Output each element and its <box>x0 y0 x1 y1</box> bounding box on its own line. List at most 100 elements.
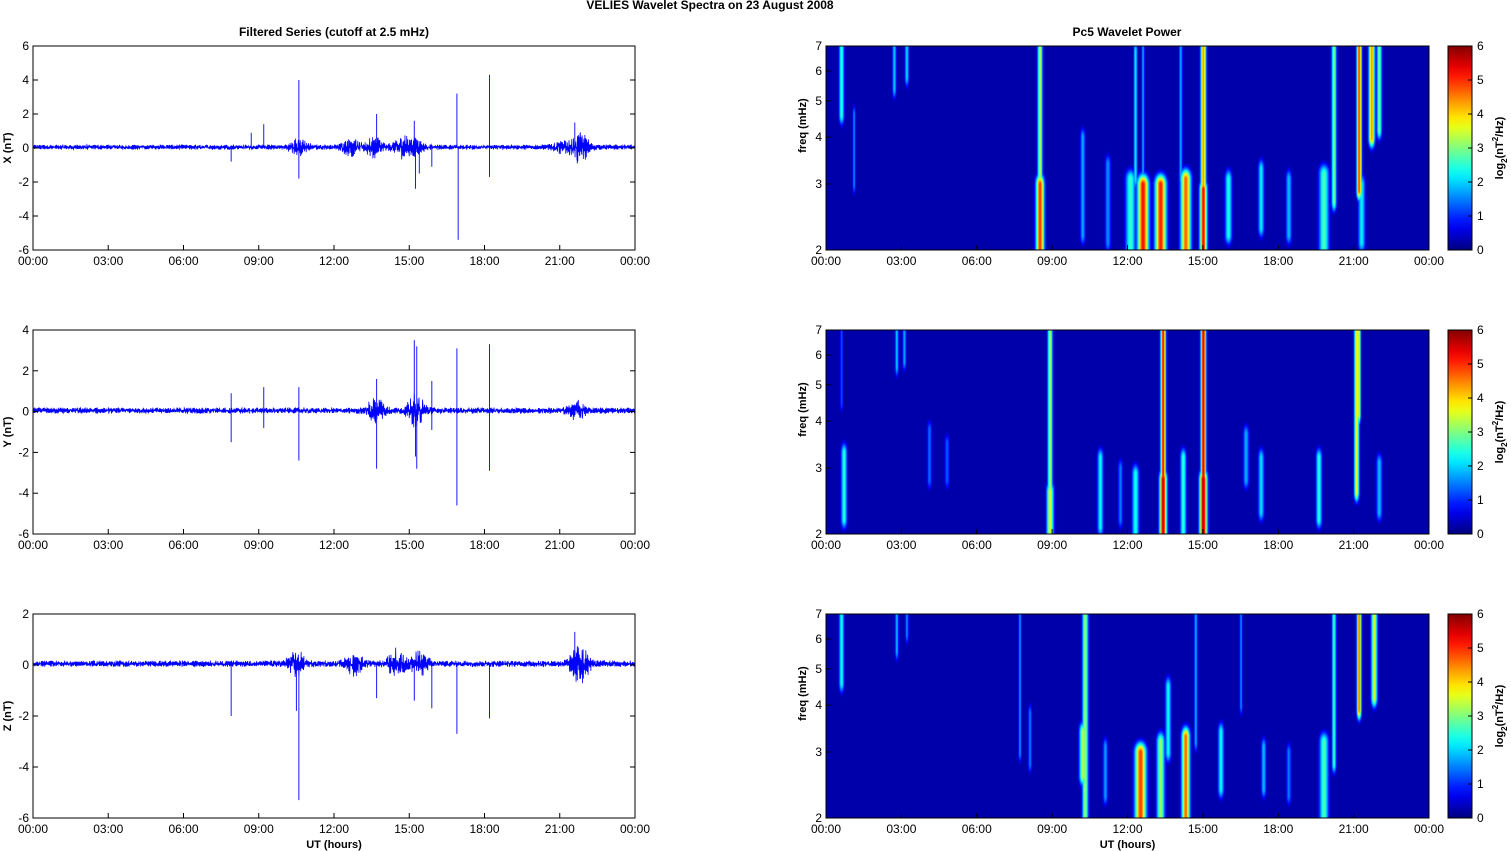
ytick-label: 3 <box>815 745 822 759</box>
wavelet-xtick-label: 18:00 <box>1263 538 1293 552</box>
series-xtick-label: 03:00 <box>93 538 123 552</box>
ytick-label: 2 <box>22 364 29 378</box>
colorbar-tick-label: 2 <box>1477 175 1484 189</box>
colorbar-tick-label: 2 <box>1477 459 1484 473</box>
ytick-label: -6 <box>18 527 29 541</box>
wavelet-xtick-label: 15:00 <box>1188 538 1218 552</box>
colorbar-label: log2(nT2/Hz) <box>1491 400 1509 463</box>
ytick-label: 3 <box>815 177 822 191</box>
wavelet-xtick-label: 00:00 <box>811 538 841 552</box>
wavelet-power-image <box>826 46 1429 250</box>
colorbar-label: log2(nT2/Hz) <box>1491 116 1509 179</box>
wavelet-xtick-label: 21:00 <box>1339 538 1369 552</box>
ytick-label: 2 <box>815 811 822 825</box>
colorbar-tick-label: 4 <box>1477 391 1484 405</box>
x-axis-label: UT (hours) <box>306 839 362 851</box>
series-xtick-label: 06:00 <box>168 254 198 268</box>
wavelet-xtick-label: 06:00 <box>962 538 992 552</box>
wavelet-xtick-label: 09:00 <box>1037 538 1067 552</box>
colorbar-tick-label: 0 <box>1477 243 1484 257</box>
ytick-label: 0 <box>22 141 29 155</box>
colorbar-label-paren: (nT <box>1494 141 1506 158</box>
x-axis-label: UT (hours) <box>1100 839 1156 851</box>
series-xtick-label: 15:00 <box>394 822 424 836</box>
series-xtick-label: 12:00 <box>319 822 349 836</box>
series-xtick-label: 12:00 <box>319 254 349 268</box>
ytick-label: 2 <box>815 527 822 541</box>
ytick-label: -4 <box>18 486 29 500</box>
wavelet-xtick-label: 12:00 <box>1112 254 1142 268</box>
colorbar-tick-label: 2 <box>1477 743 1484 757</box>
colorbar-tick-label: 5 <box>1477 357 1484 371</box>
wavelet-xtick-label: 18:00 <box>1263 822 1293 836</box>
wavelet-xtick-label: 00:00 <box>1414 538 1444 552</box>
ytick-label: 6 <box>815 348 822 362</box>
series-xtick-label: 09:00 <box>244 822 274 836</box>
wavelet-xtick-label: 00:00 <box>1414 822 1444 836</box>
colorbar-label-base: log <box>1494 447 1506 464</box>
series-xtick-label: 03:00 <box>93 254 123 268</box>
colorbar-label-rest: /Hz) <box>1494 684 1506 705</box>
colorbar-label-sub: 2 <box>1500 726 1509 731</box>
ytick-label: 4 <box>815 130 822 144</box>
series-xtick-label: 00:00 <box>620 254 650 268</box>
colorbar-label-rest: /Hz) <box>1494 116 1506 137</box>
wavelet-xtick-label: 03:00 <box>886 254 916 268</box>
wavelet-xtick-label: 00:00 <box>1414 254 1444 268</box>
ytick-label: 4 <box>22 323 29 337</box>
ytick-label: 0 <box>22 658 29 672</box>
wavelet-xtick-label: 06:00 <box>962 822 992 836</box>
wavelet-xtick-label: 00:00 <box>811 254 841 268</box>
colorbar-label-paren: (nT <box>1494 425 1506 442</box>
ytick-label: 5 <box>815 662 822 676</box>
colorbar-label-sup: 2 <box>1491 136 1500 141</box>
ytick-label: 5 <box>815 378 822 392</box>
ytick-label: 2 <box>22 607 29 621</box>
colorbar-tick-label: 1 <box>1477 493 1484 507</box>
figure-suptitle: VELIES Wavelet Spectra on 23 August 2008 <box>586 0 834 12</box>
wavelet-panel-1: 2 3 4 5 6 7 00:00 03:00 06:00 09:00 12:00 15:00 18:0… <box>797 39 1509 268</box>
ytick-label: 4 <box>22 73 29 87</box>
colorbar-tick-label: 6 <box>1477 39 1484 53</box>
series-xtick-label: 12:00 <box>319 538 349 552</box>
wavelet-xtick-label: 18:00 <box>1263 254 1293 268</box>
ytick-label: -6 <box>18 811 29 825</box>
y-axis-label: freq (mHz) <box>797 98 809 153</box>
series-xtick-label: 18:00 <box>469 254 499 268</box>
series-xtick-label: 15:00 <box>394 254 424 268</box>
ytick-label: -2 <box>18 445 29 459</box>
colorbar-label-sub: 2 <box>1500 442 1509 447</box>
series-xtick-label: 03:00 <box>93 822 123 836</box>
colorbar-tick-label: 0 <box>1477 811 1484 825</box>
wavelet-xtick-label: 00:00 <box>811 822 841 836</box>
series-xtick-label: 18:00 <box>469 822 499 836</box>
colorbar-label-sub: 2 <box>1500 158 1509 163</box>
ytick-label: 2 <box>22 107 29 121</box>
wavelet-xtick-label: 12:00 <box>1112 538 1142 552</box>
ytick-label: 5 <box>815 94 822 108</box>
wavelet-power-image <box>826 614 1429 818</box>
series-xtick-label: 21:00 <box>545 254 575 268</box>
series-xtick-label: 21:00 <box>545 822 575 836</box>
colorbar-tick-label: 0 <box>1477 527 1484 541</box>
wavelet-panel-3: 2 3 4 5 6 7 00:00 03:00 06:00 09:00 12:00 15:00 18:0… <box>797 607 1509 851</box>
series-xtick-label: 00:00 <box>18 822 48 836</box>
wavelet-xtick-label: 03:00 <box>886 822 916 836</box>
colorbar-tick-label: 3 <box>1477 425 1484 439</box>
ytick-label: -6 <box>18 243 29 257</box>
colorbar-tick-label: 4 <box>1477 107 1484 121</box>
plot-background <box>33 330 635 534</box>
ytick-label: 6 <box>815 64 822 78</box>
series-xtick-label: 21:00 <box>545 538 575 552</box>
ytick-label: 7 <box>815 607 822 621</box>
colorbar-label-paren: (nT <box>1494 709 1506 726</box>
series-xtick-label: 00:00 <box>620 538 650 552</box>
series-xtick-label: 15:00 <box>394 538 424 552</box>
wavelet-xtick-label: 21:00 <box>1339 822 1369 836</box>
wavelet-xtick-label: 15:00 <box>1188 254 1218 268</box>
wavelet-xtick-label: 21:00 <box>1339 254 1369 268</box>
colorbar-tick-label: 5 <box>1477 73 1484 87</box>
colorbar-label-sup: 2 <box>1491 420 1500 425</box>
y-axis-label: X (nT) <box>2 132 14 163</box>
